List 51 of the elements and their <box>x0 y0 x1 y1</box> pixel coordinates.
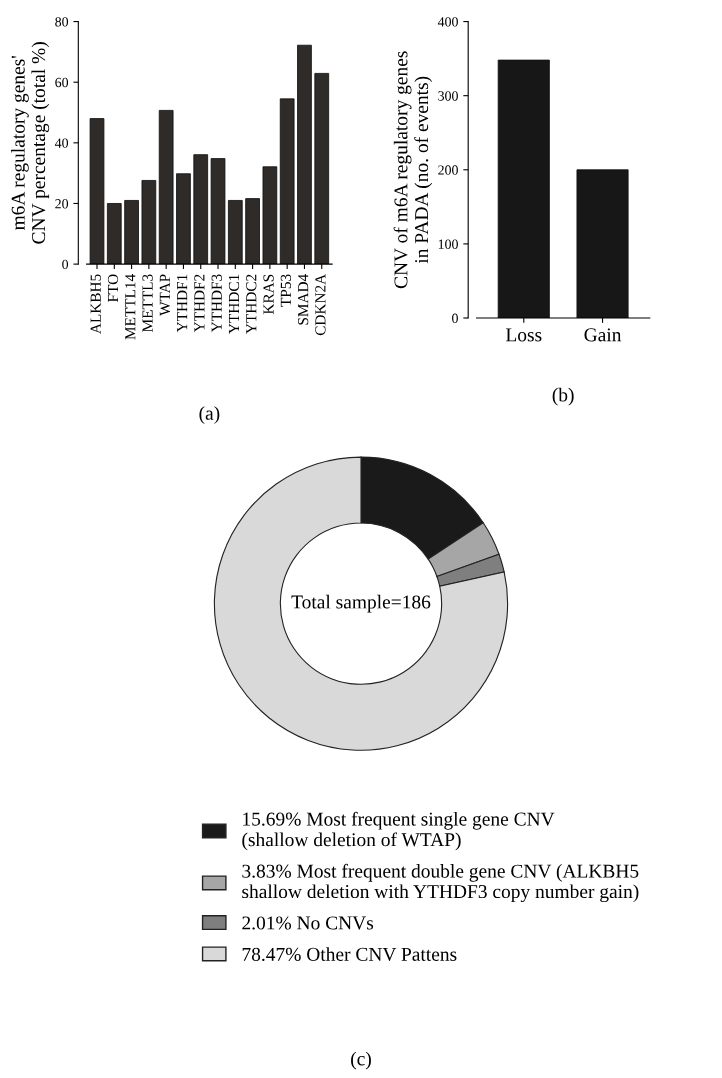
x-tick-label: TP53 <box>280 274 291 307</box>
x-tick-label: SMAD4 <box>298 274 309 325</box>
legend-label: 2.01% No CNVs <box>242 916 374 930</box>
x-tick-label: YTHDF3 <box>211 274 222 333</box>
y-tick-label: 100 <box>438 239 458 249</box>
x-tick-label: KRAS <box>263 274 274 315</box>
x-tick-label: YTHDC1 <box>228 274 240 334</box>
bar <box>210 158 226 265</box>
bar <box>245 198 260 265</box>
bar <box>158 109 174 265</box>
y-tick-label: 20 <box>55 199 69 209</box>
y-axis-title: m6A regulatory genes' CNV percentage (total %) <box>11 42 50 244</box>
y-tick-label: 300 <box>438 91 458 101</box>
y-tick-label: 0 <box>62 259 69 270</box>
bar <box>176 173 191 265</box>
legend-label: 3.83% Most frequent double gene CNV (ALKBH5 shallow deletion with YTHDF3 copy number gain) <box>242 863 639 903</box>
y-tick-label: 200 <box>438 165 458 175</box>
x-tick-label: YTHDF2 <box>194 274 205 333</box>
bar <box>227 200 243 265</box>
text: Total sample=186 <box>291 594 431 613</box>
y-tick-label: 400 <box>437 17 458 27</box>
legend-label: 78.47% Other CNV Pattens <box>242 947 457 961</box>
text: (b) <box>552 387 574 406</box>
legend-label: 15.69% Most frequent single gene CNV (shallow deletion of WTAP) <box>242 811 555 851</box>
x-tick-label: YTHDF1 <box>177 274 188 333</box>
x-tick-label: CDKN2A <box>315 273 326 336</box>
bar <box>193 154 209 265</box>
x-tick-label: Loss <box>505 328 542 342</box>
x-tick-label: YTHDC2 <box>246 274 257 334</box>
text: (c) <box>351 1051 371 1070</box>
bar <box>297 44 312 265</box>
bar <box>314 72 330 265</box>
donut-slice <box>213 456 509 751</box>
y-tick-label: 40 <box>54 138 69 148</box>
bar <box>262 166 278 265</box>
bar <box>106 203 122 265</box>
x-tick-label: FTO <box>107 274 119 302</box>
bar <box>141 180 157 265</box>
x-tick-label: Gain <box>584 328 622 342</box>
y-axis-title: CNV of m6A regulatory genes in PADA (no. of events) <box>393 51 433 289</box>
x-tick-label: ALKBH5 <box>90 274 101 334</box>
x-tick-label: WTAP <box>159 274 171 316</box>
x-tick-label: METTL3 <box>142 274 153 332</box>
bar <box>124 200 139 265</box>
y-tick-label: 80 <box>55 17 69 27</box>
bar <box>279 98 295 265</box>
x-tick-label: METTL14 <box>125 274 136 340</box>
y-tick-label: 0 <box>452 313 458 323</box>
text: (a) <box>199 406 220 424</box>
y-tick-label: 60 <box>55 77 69 88</box>
bar <box>89 118 105 265</box>
